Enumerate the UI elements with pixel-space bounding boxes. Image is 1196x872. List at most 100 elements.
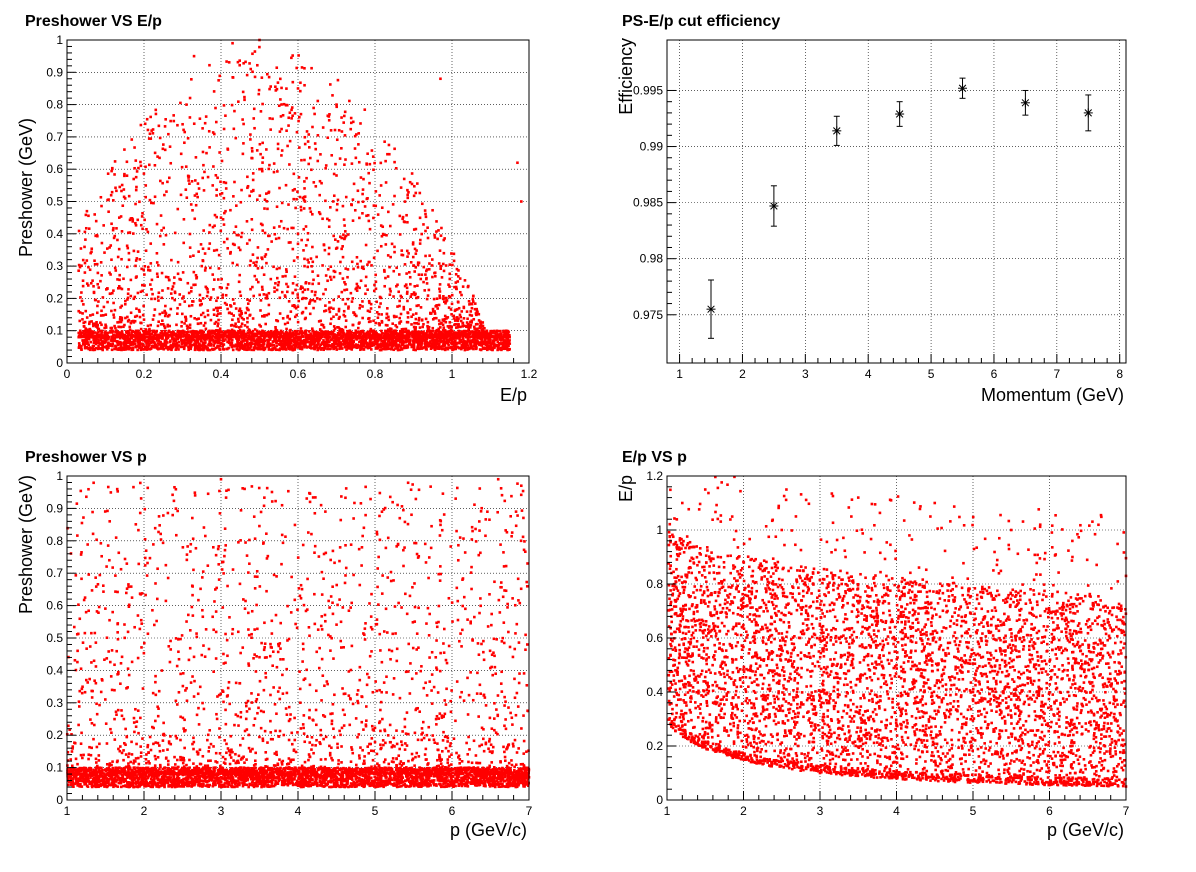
data-point [214,214,217,217]
data-point [88,321,91,324]
data-point [99,280,102,283]
data-point [109,273,112,276]
data-point [262,330,265,333]
data-point [86,210,89,213]
data-point [266,200,269,203]
data-point [384,160,387,163]
data-point [276,205,279,208]
data-point [276,320,279,323]
data-point [93,337,96,340]
data-point [362,188,365,191]
data-point [223,223,226,226]
data-point [190,203,193,206]
data-point [191,333,194,336]
data-point [143,273,146,276]
data-point [285,270,288,273]
data-point [157,299,160,302]
data-point [334,163,337,166]
data-point [380,245,383,248]
data-point [332,347,335,350]
data-point [264,334,267,337]
data-point [381,321,384,324]
data-point [258,294,261,297]
data-point [345,235,348,238]
data-point [169,145,172,148]
data-point [256,64,259,67]
data-point [342,256,345,259]
data-point [266,314,269,317]
data-point [181,321,184,324]
data-point [367,172,370,175]
data-point [140,165,143,168]
data-point [173,276,176,279]
data-point [164,149,167,152]
data-point [322,348,325,351]
data-point [182,339,185,342]
data-point [300,206,303,209]
data-point [303,84,306,87]
data-point [340,237,343,240]
data-point [160,229,163,232]
data-point [439,267,442,270]
data-point [442,295,445,298]
data-point [152,132,155,135]
data-point [289,140,292,143]
data-point [86,316,89,319]
data-point [322,126,325,129]
data-point [343,115,346,118]
data-point [219,312,222,315]
data-point [476,327,479,330]
data-point [318,194,321,197]
data-point [96,312,99,315]
data-point [191,304,194,307]
data-point [261,229,264,232]
data-point [414,248,417,251]
data-point [202,247,205,250]
data-point [297,300,300,303]
data-point [213,348,216,351]
data-point [128,326,131,329]
data-point [187,282,190,285]
data-point [286,104,289,107]
data-point [141,284,144,287]
data-point [311,327,314,330]
data-point [144,122,147,125]
data-point [339,272,342,275]
data-point [390,328,393,331]
data-point [307,288,310,291]
data-point [263,293,266,296]
data-point [152,202,155,205]
data-point [92,313,95,316]
data-point [241,322,244,325]
data-point [288,318,291,321]
data-point [471,339,474,342]
data-point [117,326,120,329]
data-point [329,348,332,351]
data-point [118,348,121,351]
data-point [246,242,249,245]
data-point [340,291,343,294]
data-point [110,222,113,225]
data-point [114,267,117,270]
data-point [130,279,133,282]
data-point [425,332,428,335]
data-point [358,287,361,290]
data-point [126,247,129,250]
data-point [168,279,171,282]
data-point [147,266,150,269]
data-point [410,323,413,326]
data-point [173,282,176,285]
data-point [257,246,260,249]
data-point [182,242,185,245]
data-point [385,234,388,237]
data-point [326,341,329,344]
data-point [194,345,197,348]
data-point [252,117,255,120]
data-point [176,312,179,315]
data-point [481,331,484,334]
data-point [456,308,459,311]
data-point [428,268,431,271]
data-point [262,348,265,351]
data-point [478,313,481,316]
data-point [161,319,164,322]
